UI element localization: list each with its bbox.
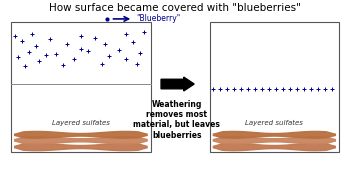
Bar	[11, 22, 150, 152]
Bar	[210, 22, 339, 152]
Polygon shape	[15, 143, 147, 151]
Polygon shape	[214, 143, 335, 151]
Polygon shape	[214, 131, 335, 138]
Polygon shape	[15, 131, 147, 138]
Text: Weathering
removes most
material, but leaves
blueberries: Weathering removes most material, but le…	[133, 100, 220, 140]
FancyArrow shape	[161, 77, 194, 91]
Polygon shape	[15, 137, 147, 144]
Text: Layered sulfates: Layered sulfates	[52, 120, 110, 126]
Polygon shape	[214, 137, 335, 144]
Text: Layered sulfates: Layered sulfates	[245, 120, 303, 126]
Text: How surface became covered with "blueberries": How surface became covered with "blueber…	[49, 3, 301, 13]
Text: "Blueberry": "Blueberry"	[136, 14, 180, 23]
